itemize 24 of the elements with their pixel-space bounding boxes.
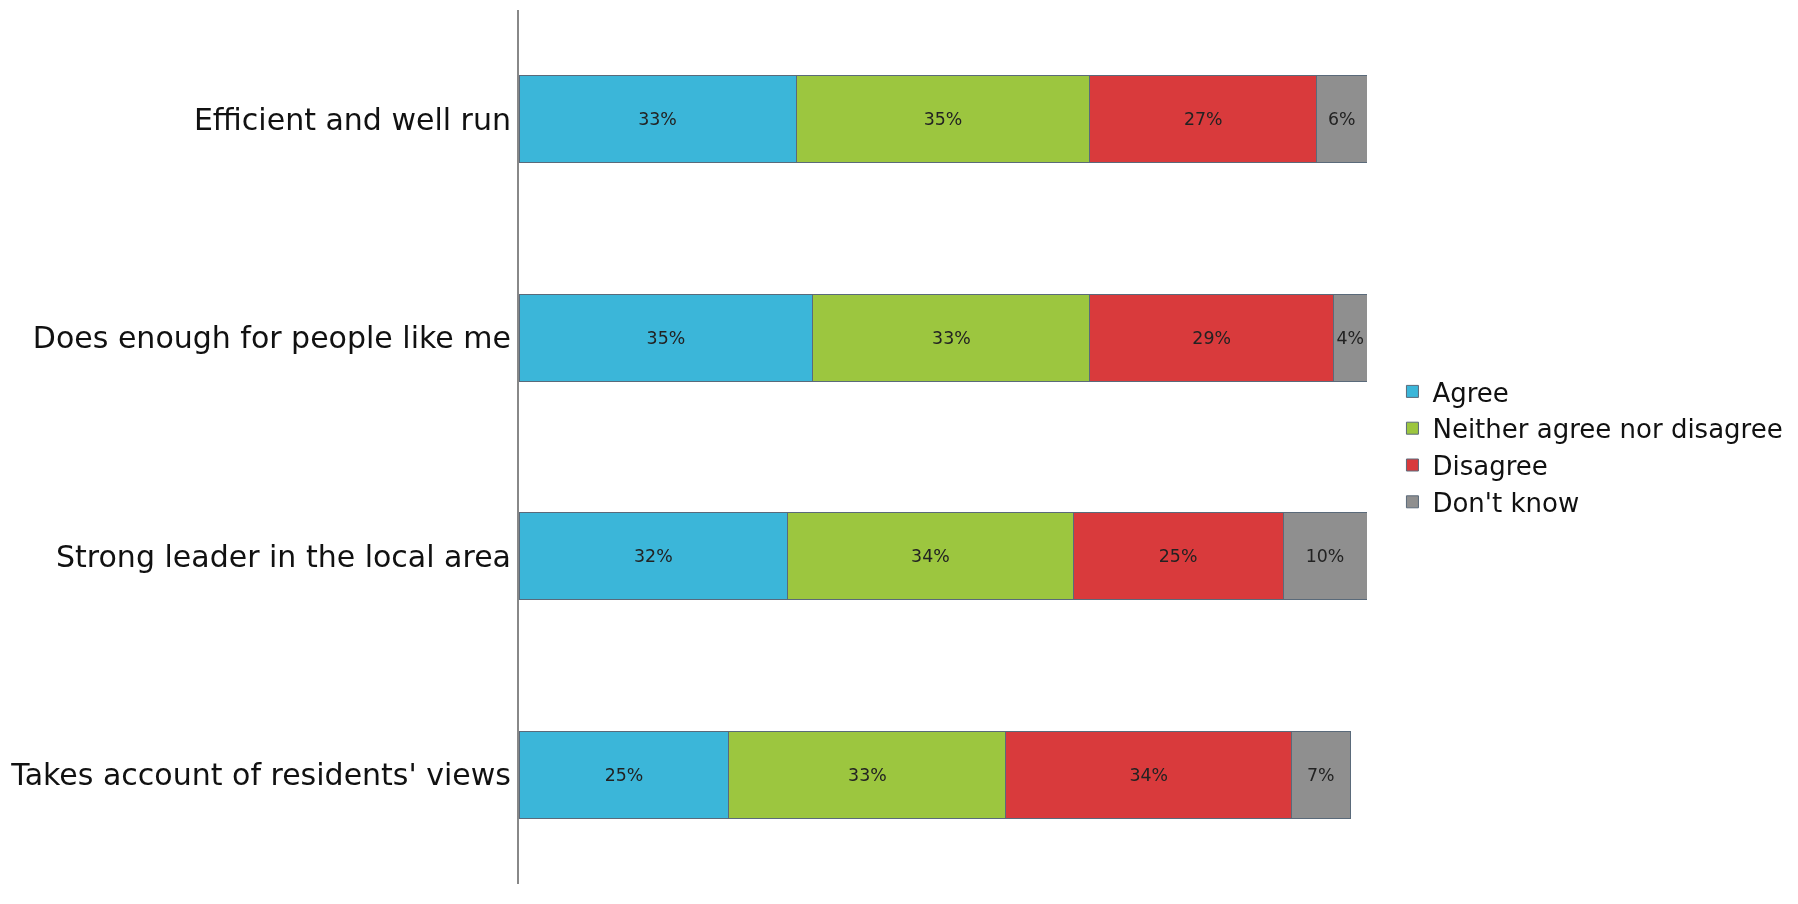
- data-label: 27%: [1183, 109, 1223, 130]
- data-label: 33%: [848, 764, 887, 785]
- data-label: 10%: [1305, 546, 1345, 567]
- y-tick-label: Takes account of residents' views: [10, 757, 511, 793]
- data-label: 29%: [1192, 327, 1231, 348]
- data-label: 35%: [923, 109, 963, 130]
- data-label: 32%: [634, 546, 673, 567]
- data-label: 33%: [638, 109, 677, 130]
- y-tick-label: Does enough for people like me: [32, 320, 511, 356]
- data-label: 7%: [1307, 764, 1335, 785]
- data-label: 6%: [1328, 109, 1356, 130]
- data-label: 34%: [1129, 764, 1169, 785]
- legend-label: Don't know: [1432, 487, 1580, 518]
- data-label: 25%: [1158, 546, 1198, 567]
- y-tick-label: Strong leader in the local area: [56, 538, 511, 574]
- data-label: 25%: [604, 764, 644, 785]
- data-label: 35%: [646, 327, 686, 348]
- data-label: 4%: [1336, 327, 1364, 348]
- data-label: 34%: [911, 546, 950, 567]
- y-tick-label: Efficient and well run: [193, 101, 511, 137]
- legend-label: Disagree: [1432, 451, 1548, 482]
- legend-label: Neither agree nor disagree: [1432, 414, 1783, 445]
- data-label: 33%: [932, 327, 971, 348]
- legend-label: Agree: [1432, 377, 1509, 408]
